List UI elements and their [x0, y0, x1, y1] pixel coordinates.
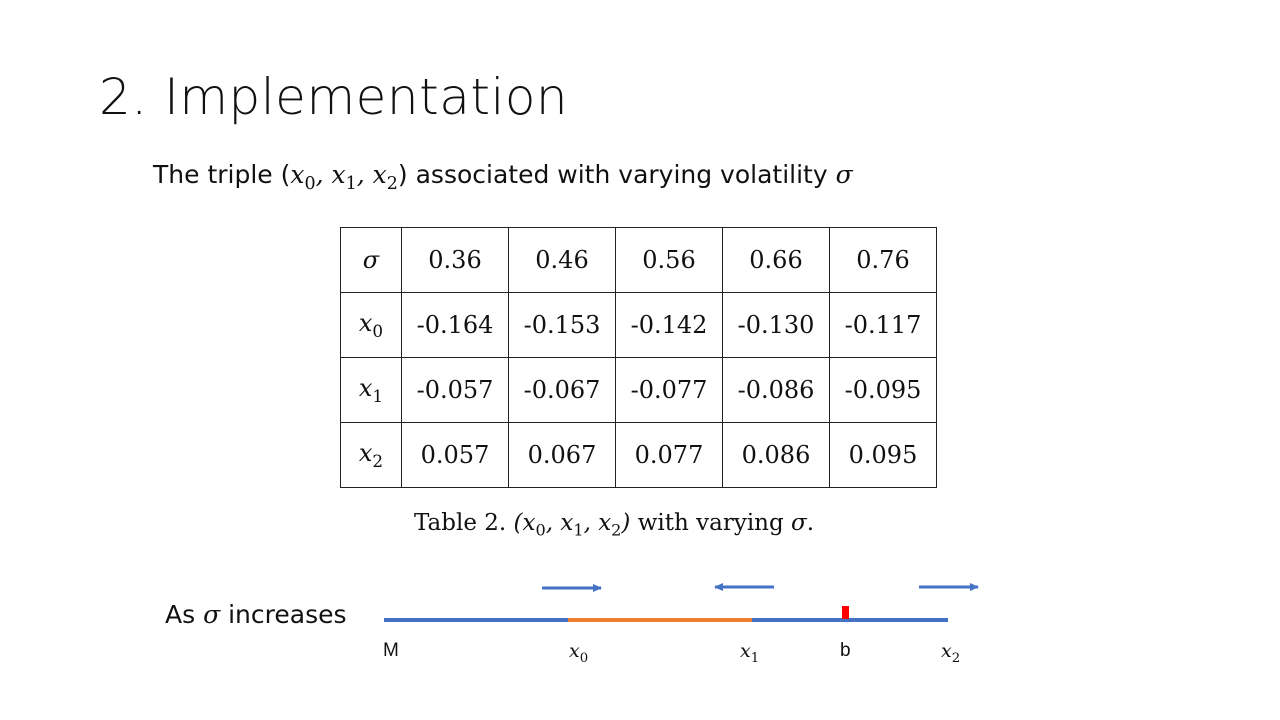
table-caption: Table 2. (x0, x1, x2) with varying σ.	[414, 510, 815, 540]
volatility-table: σ 0.36 0.46 0.56 0.66 0.76 x0 -0.164 -0.…	[340, 227, 937, 488]
row-header-x1: x1	[340, 357, 402, 423]
point-label-x2: x2	[941, 640, 961, 666]
as-prefix: As	[165, 600, 204, 629]
table-cell: -0.153	[508, 292, 616, 358]
table-row-sigma: σ 0.36 0.46 0.56 0.66 0.76	[340, 227, 937, 293]
caption-triple: (x0, x1, x2)	[513, 510, 631, 540]
table-row-x2: x2 0.057 0.067 0.077 0.086 0.095	[340, 422, 937, 488]
table-cell: 0.057	[401, 422, 509, 488]
table-cell: 0.077	[615, 422, 723, 488]
as-suffix: increases	[220, 600, 347, 629]
as-sigma: σ	[203, 600, 221, 629]
table-cell: -0.164	[401, 292, 509, 358]
table-cell: 0.067	[508, 422, 616, 488]
triple-math: x0, x1, x2	[290, 160, 398, 194]
subtitle-suffix: ) associated with varying volatility	[397, 160, 836, 189]
point-label-b: b	[840, 640, 851, 661]
b-marker	[842, 606, 849, 619]
slide-title: 2. Implementation	[99, 68, 569, 126]
as-sigma-increases-label: As σ increases	[165, 600, 347, 629]
table-row-x0: x0 -0.164 -0.153 -0.142 -0.130 -0.117	[340, 292, 937, 358]
point-label-x0: x0	[569, 640, 589, 666]
caption-prefix: Table 2.	[414, 510, 514, 536]
point-label-x1: x1	[740, 640, 760, 666]
caption-sigma: σ	[791, 510, 807, 536]
sigma-symbol: σ	[835, 160, 853, 189]
caption-suffix: with varying	[630, 510, 792, 536]
table-cell: 0.095	[829, 422, 937, 488]
table-cell: 0.66	[722, 227, 830, 293]
subtitle-prefix: The triple (	[153, 160, 291, 189]
table-cell: -0.095	[829, 357, 937, 423]
table-cell: -0.057	[401, 357, 509, 423]
row-header-x0: x0	[340, 292, 402, 358]
table-cell: -0.130	[722, 292, 830, 358]
table-cell: 0.76	[829, 227, 937, 293]
point-label-m: M	[383, 640, 399, 661]
table-cell: 0.086	[722, 422, 830, 488]
table-cell: -0.077	[615, 357, 723, 423]
table-cell: -0.117	[829, 292, 937, 358]
slide-subtitle: The triple (x0, x1, x2) associated with …	[153, 156, 853, 203]
